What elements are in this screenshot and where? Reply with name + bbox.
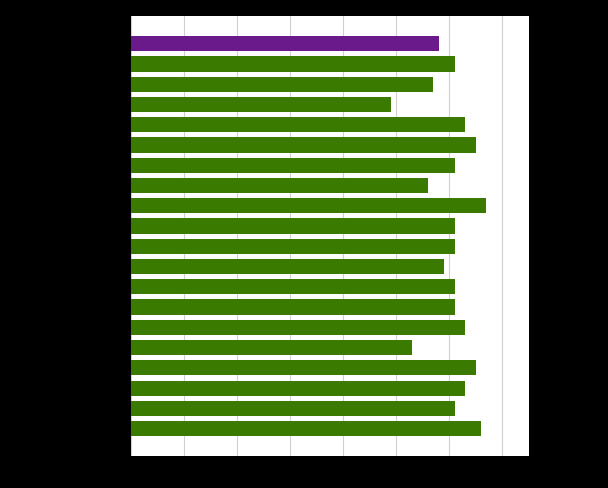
Bar: [131, 57, 455, 72]
Bar: [131, 78, 434, 93]
Bar: [131, 320, 465, 335]
Bar: [131, 401, 455, 416]
Bar: [131, 260, 444, 275]
Bar: [131, 280, 455, 295]
Bar: [131, 239, 455, 254]
Bar: [131, 98, 391, 113]
Bar: [131, 199, 486, 214]
Bar: [131, 300, 455, 315]
Bar: [131, 37, 439, 52]
Bar: [131, 158, 455, 174]
Bar: [131, 361, 476, 376]
Bar: [131, 179, 428, 194]
Bar: [131, 340, 412, 355]
Bar: [131, 118, 465, 133]
Bar: [131, 421, 481, 436]
Bar: [131, 219, 455, 234]
Bar: [131, 381, 465, 396]
Bar: [131, 138, 476, 153]
